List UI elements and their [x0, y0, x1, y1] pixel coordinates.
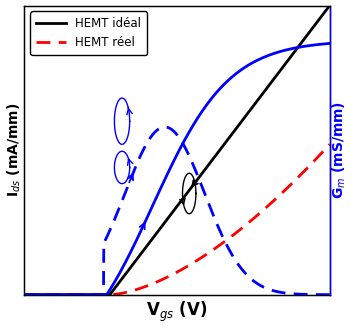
HEMT réel — [53, 293, 58, 297]
Line: HEMT idéal: HEMT idéal — [24, 6, 330, 295]
HEMT idéal — [327, 4, 332, 8]
HEMT réel — [146, 284, 150, 288]
HEMT réel — [22, 293, 27, 297]
HEMT idéal — [22, 293, 27, 297]
HEMT idéal — [260, 92, 264, 96]
HEMT réel — [266, 204, 270, 208]
HEMT réel — [232, 232, 236, 236]
Y-axis label: G$_m$ (mS/mm): G$_m$ (mS/mm) — [331, 101, 348, 199]
HEMT réel — [327, 142, 332, 146]
HEMT réel — [157, 279, 161, 283]
HEMT idéal — [266, 85, 270, 89]
Y-axis label: I$_{ds}$ (mA/mm): I$_{ds}$ (mA/mm) — [6, 103, 23, 197]
HEMT idéal — [53, 293, 58, 297]
Legend: HEMT idéal, HEMT réel: HEMT idéal, HEMT réel — [30, 12, 147, 55]
HEMT idéal — [146, 243, 150, 247]
HEMT réel — [260, 209, 264, 213]
Line: HEMT réel: HEMT réel — [24, 144, 330, 295]
HEMT idéal — [157, 228, 161, 232]
X-axis label: V$_{gs}$ (V): V$_{gs}$ (V) — [146, 300, 208, 324]
HEMT idéal — [232, 129, 236, 133]
